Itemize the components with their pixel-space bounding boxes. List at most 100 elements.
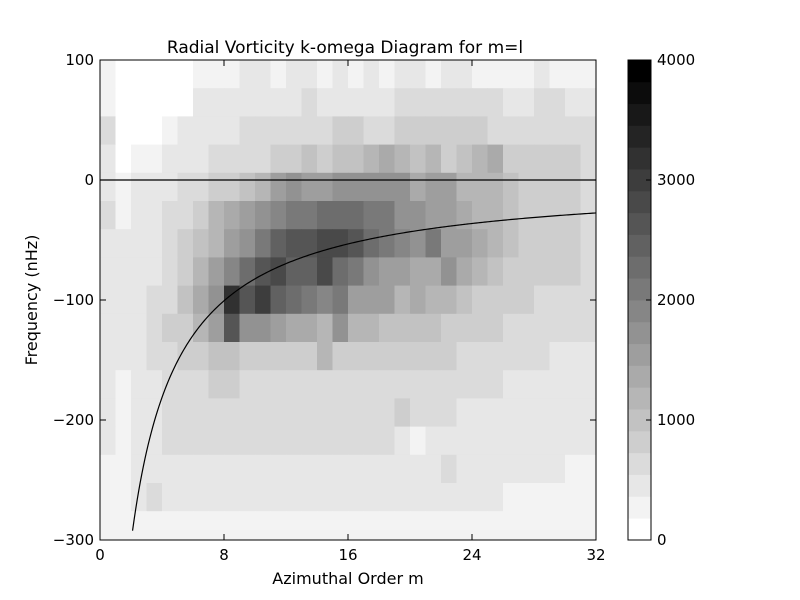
- heatmap-cell: [503, 201, 519, 230]
- heatmap-cell: [565, 88, 581, 117]
- heatmap-cell: [208, 313, 225, 343]
- heatmap-cell: [518, 313, 535, 343]
- heatmap-cell: [115, 201, 132, 230]
- heatmap-cell: [332, 370, 349, 399]
- heatmap-cell: [115, 426, 132, 456]
- colorbar-segment: [628, 387, 651, 410]
- heatmap-cell: [518, 201, 535, 230]
- heatmap-cell: [487, 285, 504, 315]
- heatmap-cell: [270, 511, 287, 540]
- heatmap-cell: [456, 60, 473, 89]
- heatmap-cell: [363, 342, 380, 371]
- heatmap-cell: [208, 88, 225, 117]
- heatmap-cell: [177, 370, 194, 399]
- heatmap-cell: [410, 398, 426, 427]
- heatmap-cell: [472, 313, 488, 343]
- heatmap-cell: [177, 313, 194, 343]
- heatmap-cell: [394, 511, 411, 540]
- heatmap-cell: [286, 201, 302, 230]
- heatmap-cell: [565, 511, 581, 540]
- heatmap-cell: [224, 313, 240, 343]
- heatmap-cell: [503, 144, 519, 174]
- heatmap-cell: [394, 398, 411, 427]
- heatmap-cell: [255, 144, 271, 174]
- heatmap-cell: [363, 116, 380, 145]
- heatmap-cell: [208, 454, 225, 484]
- heatmap-cell: [317, 172, 333, 202]
- heatmap-cell: [379, 201, 395, 230]
- heatmap-cell: [270, 483, 287, 512]
- heatmap-cell: [565, 144, 581, 174]
- heatmap-cell: [131, 285, 147, 315]
- heatmap-cell: [363, 172, 380, 202]
- heatmap-cell: [239, 172, 256, 202]
- heatmap-cell: [565, 342, 581, 371]
- heatmap-cell: [224, 370, 240, 399]
- heatmap-cell: [549, 398, 566, 427]
- heatmap-cell: [270, 257, 287, 286]
- heatmap-cell: [580, 426, 597, 456]
- heatmap-cell: [131, 398, 147, 427]
- colorbar-tick-label: 1000: [657, 411, 695, 429]
- heatmap-cell: [472, 511, 488, 540]
- heatmap-cell: [332, 454, 349, 484]
- heatmap-cell: [115, 511, 132, 540]
- heatmap-cell: [394, 313, 411, 343]
- heatmap-cell: [301, 342, 318, 371]
- heatmap-cell: [580, 483, 597, 512]
- heatmap-cell: [425, 144, 442, 174]
- heatmap-cell: [270, 172, 287, 202]
- heatmap-cell: [270, 88, 287, 117]
- heatmap-cell: [534, 398, 550, 427]
- heatmap-cell: [394, 88, 411, 117]
- heatmap-cell: [317, 116, 333, 145]
- heatmap-cell: [255, 116, 271, 145]
- heatmap-cell: [565, 257, 581, 286]
- heatmap-cell: [565, 398, 581, 427]
- x-axis-label: Azimuthal Order m: [272, 569, 423, 588]
- heatmap-cell: [363, 257, 380, 286]
- heatmap-cell: [503, 483, 519, 512]
- heatmap-cell: [270, 370, 287, 399]
- heatmap-cell: [131, 370, 147, 399]
- heatmap-cell: [239, 144, 256, 174]
- heatmap-cell: [580, 60, 597, 89]
- heatmap-cell: [208, 285, 225, 315]
- heatmap-cell: [410, 426, 426, 456]
- heatmap-cell: [115, 172, 132, 202]
- heatmap-cell: [534, 116, 550, 145]
- heatmap-cell: [301, 257, 318, 286]
- heatmap-cell: [503, 285, 519, 315]
- heatmap-cell: [363, 454, 380, 484]
- heatmap-cell: [503, 342, 519, 371]
- heatmap-cell: [177, 398, 194, 427]
- heatmap-cell: [193, 172, 209, 202]
- heatmap-cell: [425, 116, 442, 145]
- heatmap-cell: [410, 483, 426, 512]
- heatmap-cell: [487, 370, 504, 399]
- heatmap-cell: [224, 172, 240, 202]
- heatmap-cell: [255, 257, 271, 286]
- heatmap-cell: [146, 454, 163, 484]
- heatmap-cell: [549, 229, 566, 258]
- heatmap-cell: [255, 483, 271, 512]
- heatmap-cell: [224, 229, 240, 258]
- heatmap-cell: [146, 370, 163, 399]
- heatmap-cell: [379, 172, 395, 202]
- heatmap-cell: [456, 257, 473, 286]
- heatmap-cell: [363, 426, 380, 456]
- heatmap-cell: [565, 285, 581, 315]
- heatmap-cell: [193, 257, 209, 286]
- heatmap-cell: [270, 313, 287, 343]
- heatmap-cell: [131, 144, 147, 174]
- heatmap-cell: [487, 201, 504, 230]
- colorbar-segment: [628, 321, 651, 345]
- heatmap-cell: [162, 313, 178, 343]
- heatmap-cell: [224, 511, 240, 540]
- heatmap-cell: [565, 454, 581, 484]
- heatmap-cell: [224, 144, 240, 174]
- heatmap-cell: [549, 313, 566, 343]
- heatmap-cell: [580, 398, 597, 427]
- heatmap-cell: [177, 257, 194, 286]
- heatmap-cell: [146, 511, 163, 540]
